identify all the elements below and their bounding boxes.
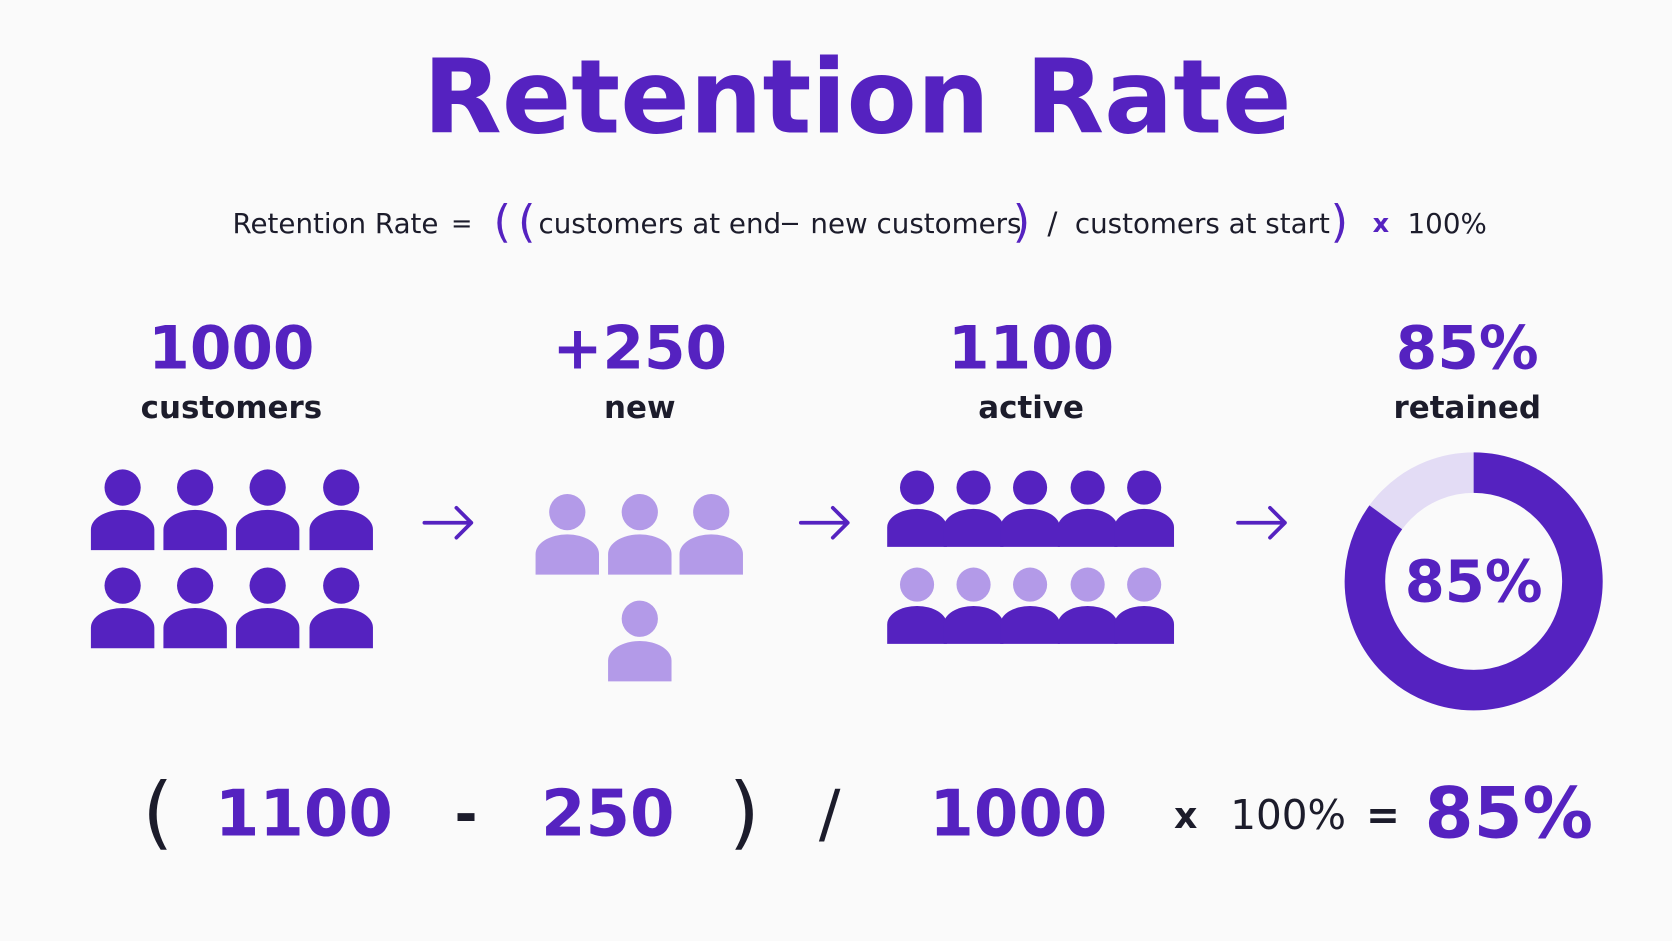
stage-label: new — [604, 390, 676, 426]
person-body — [887, 605, 947, 644]
formula-token: / — [1047, 207, 1058, 242]
person-head — [1070, 470, 1105, 505]
stage-label: customers — [141, 390, 323, 426]
title: Retention Rate — [423, 39, 1292, 158]
equation-token: - — [454, 783, 477, 847]
person-body — [1057, 605, 1118, 644]
formula-token: new customers — [810, 207, 1021, 240]
arrow — [1236, 505, 1287, 540]
person-head — [249, 469, 286, 506]
person-head — [1127, 567, 1162, 602]
stage-label: retained — [1394, 390, 1542, 426]
person-body — [1057, 508, 1118, 547]
formula-token: 100% — [1408, 207, 1487, 240]
person-body — [1000, 508, 1060, 547]
equation-token: / — [819, 778, 841, 852]
equation-token: 250 — [541, 778, 675, 852]
equation-token: 1000 — [929, 778, 1107, 852]
person-head — [899, 567, 935, 602]
person-body — [608, 641, 672, 682]
person-body — [163, 509, 227, 551]
person-head — [249, 567, 286, 604]
person-head — [323, 567, 360, 604]
equation-token: 1100 — [215, 778, 393, 852]
person-body — [235, 607, 300, 649]
person-head — [1013, 567, 1048, 602]
person-body — [679, 534, 743, 575]
person-body — [943, 605, 1004, 644]
person-head — [549, 493, 586, 531]
person-head — [899, 470, 935, 505]
person-head — [956, 470, 991, 505]
equation-token: 85% — [1425, 773, 1593, 855]
formula-token: = — [451, 209, 472, 239]
formula-token: ) — [1331, 195, 1348, 248]
person-head — [177, 469, 214, 506]
formula-token: ) — [1013, 195, 1030, 248]
person-body — [1114, 508, 1175, 547]
formula-token: customers at start — [1075, 207, 1330, 240]
person-head — [177, 567, 214, 604]
person-body — [1000, 605, 1060, 644]
donut-arc — [1344, 452, 1603, 711]
person-body — [309, 607, 373, 649]
formula-token: − — [779, 209, 800, 239]
person-head — [104, 567, 141, 604]
stage-label: active — [978, 390, 1084, 426]
equation-token: = — [1366, 791, 1400, 839]
equation-token: ) — [729, 767, 760, 859]
stage-value: 1100 — [948, 315, 1114, 384]
person-head — [1127, 470, 1162, 505]
person-body — [608, 534, 672, 575]
person-body — [943, 508, 1004, 547]
arrow — [422, 505, 474, 540]
person-body — [90, 509, 155, 551]
person-head — [621, 493, 658, 531]
person-body — [163, 607, 227, 649]
equation-token: ( — [142, 767, 173, 859]
formula-token: ( — [494, 195, 511, 248]
donut-label: 85% — [1405, 548, 1543, 615]
formula-token: customers at end — [538, 207, 781, 240]
person-head — [323, 469, 360, 506]
arrow — [798, 505, 850, 540]
person-head — [621, 600, 658, 637]
person-body — [309, 509, 373, 551]
person-body — [1114, 605, 1175, 644]
person-body — [535, 534, 600, 575]
person-head — [1013, 470, 1048, 505]
formula-token: Retention Rate — [232, 207, 438, 240]
stage-value: +250 — [552, 315, 727, 384]
person-head — [693, 493, 730, 531]
equation-token: 100% — [1230, 791, 1346, 839]
person-head — [104, 469, 141, 506]
person-body — [235, 509, 300, 551]
stage-value: 85% — [1396, 315, 1539, 384]
stage-value: 1000 — [148, 315, 314, 384]
person-head — [1070, 567, 1105, 602]
formula-token: x — [1373, 209, 1390, 239]
formula-token: ( — [518, 195, 535, 248]
person-body — [90, 607, 155, 649]
person-body — [887, 508, 947, 547]
equation-token: x — [1174, 794, 1197, 837]
person-head — [956, 567, 991, 602]
